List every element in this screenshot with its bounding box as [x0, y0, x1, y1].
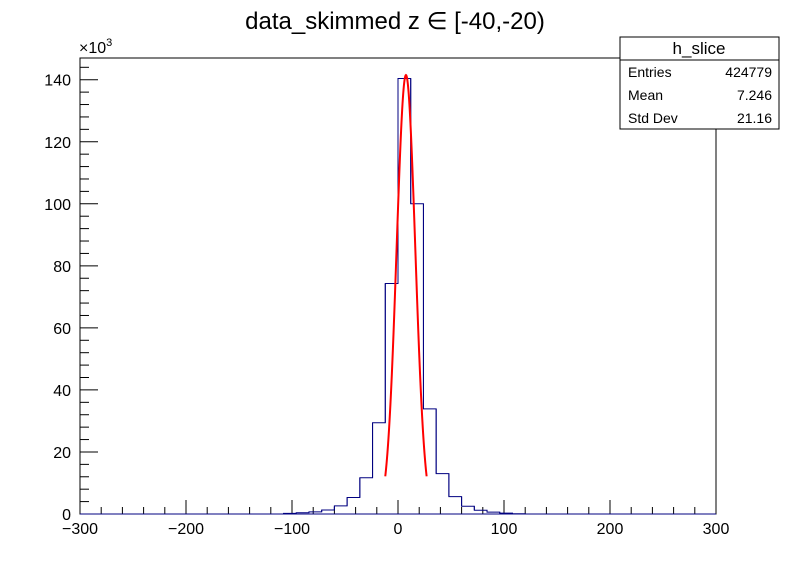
histogram-bin [511, 513, 526, 515]
histogram-bin [435, 408, 450, 497]
x-tick-label: −100 [274, 521, 310, 538]
histogram-bin [321, 505, 335, 512]
histogram-bin [473, 506, 488, 513]
stats-box: h_slice Entries 424779 Mean 7.246 Std De… [619, 36, 780, 130]
histogram-bin [346, 477, 361, 506]
stats-mean-label: Mean [628, 87, 663, 103]
histogram-bin [372, 283, 386, 478]
x-tick-label: −200 [168, 521, 204, 538]
y-tick-label: 120 [44, 135, 71, 152]
histogram-bin [283, 512, 297, 514]
histogram-bin [308, 509, 323, 513]
histogram-bin [461, 496, 475, 511]
histogram-bin [499, 512, 513, 514]
histogram-bin [410, 78, 424, 409]
stats-box-title: h_slice [673, 39, 726, 58]
stats-entries-label: Entries [628, 64, 672, 80]
y-tick-label: 100 [44, 197, 71, 214]
histogram-bin [422, 203, 437, 474]
y-tick-label: 0 [62, 507, 71, 524]
y-tick-label: 60 [53, 321, 71, 338]
histogram-bin [448, 473, 463, 507]
x-tick-label: 200 [597, 521, 624, 538]
x-tick-label: 100 [491, 521, 518, 538]
histogram-bin [295, 511, 310, 514]
gaussian-fit-curve [384, 73, 428, 477]
stats-box-frame [619, 36, 780, 130]
x-tick-label: −300 [62, 521, 98, 538]
y-tick-label: 20 [53, 445, 71, 462]
stats-stddev-value: 21.16 [737, 110, 772, 126]
x-tick-label: 300 [703, 521, 730, 538]
histogram-bars [80, 77, 716, 515]
chart-title: data_skimmed z ∈ [-40,-20) [245, 8, 545, 35]
histogram-bin [359, 422, 374, 498]
y-tick-label: 80 [53, 259, 71, 276]
y-tick-label: 140 [44, 73, 71, 90]
axes-group: −300 −200 −100 0 100 200 300 0 20 40 60 80 100 120 140 [44, 66, 730, 538]
fit-curve-group [384, 73, 428, 477]
stats-mean-value: 7.246 [737, 87, 772, 103]
stats-stddev-label: Std Dev [628, 110, 678, 126]
stats-entries-value: 424779 [725, 64, 772, 80]
histogram-bin [486, 510, 501, 514]
y-multiplier-label: ×103 [79, 37, 112, 57]
histogram-bin [333, 497, 348, 510]
y-tick-label: 40 [53, 383, 71, 400]
x-tick-label: 0 [394, 521, 403, 538]
